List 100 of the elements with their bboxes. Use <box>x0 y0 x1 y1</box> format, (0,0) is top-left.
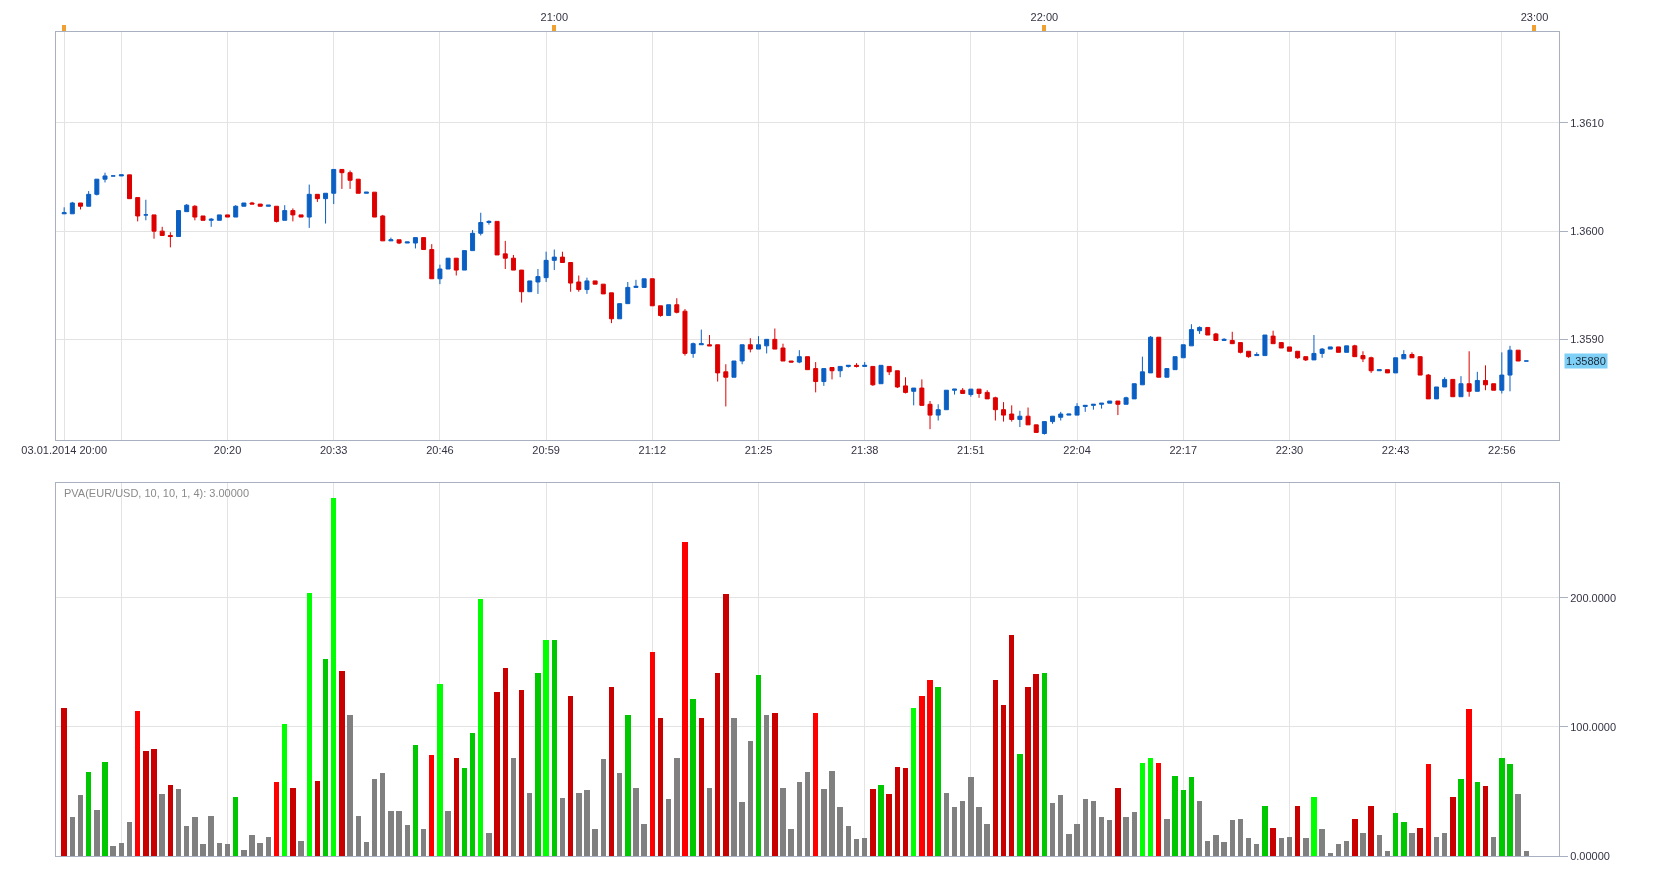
candlestick <box>265 204 271 207</box>
candlestick <box>1025 407 1031 426</box>
candlestick <box>1115 400 1121 416</box>
y-tick-label: 100.0000 <box>1570 720 1617 733</box>
bar <box>641 824 647 856</box>
bar <box>1360 833 1366 856</box>
candlestick <box>69 201 75 215</box>
bar <box>862 838 867 856</box>
bar <box>854 839 859 856</box>
candlestick <box>1139 356 1145 386</box>
candlestick <box>600 283 606 295</box>
bar <box>527 793 532 856</box>
candlestick <box>543 251 549 283</box>
bar <box>617 773 622 856</box>
candlestick <box>1164 368 1170 378</box>
candlestick <box>404 241 410 244</box>
bar <box>405 825 410 856</box>
candlestick <box>1033 424 1039 433</box>
candlestick <box>690 342 696 359</box>
bar <box>1246 838 1251 856</box>
bar <box>225 844 230 856</box>
bar <box>102 762 108 856</box>
candlestick <box>649 278 655 307</box>
candlestick <box>1352 344 1358 358</box>
candlestick <box>510 254 516 271</box>
candlestick <box>1474 371 1480 392</box>
candlestick <box>94 178 100 196</box>
candlestick <box>625 281 631 305</box>
candlestick <box>527 280 533 293</box>
bar <box>968 777 974 856</box>
y-tick-label: 0.00000 <box>1570 849 1610 862</box>
candlestick <box>854 362 860 368</box>
candlestick <box>290 207 296 222</box>
candlestick <box>952 388 958 396</box>
candlestick <box>976 388 982 399</box>
candlestick <box>298 214 304 218</box>
candlestick <box>216 214 222 221</box>
bar <box>421 829 426 856</box>
bar <box>127 822 132 856</box>
candlestick <box>331 168 337 205</box>
bar <box>1058 795 1063 856</box>
bar <box>707 788 712 856</box>
candlestick <box>796 349 802 364</box>
bar <box>592 829 598 856</box>
bar <box>829 771 835 856</box>
candlestick <box>1409 351 1415 359</box>
candlestick <box>233 204 239 218</box>
candlestick <box>1041 421 1047 436</box>
bar <box>470 733 475 856</box>
candlestick <box>1237 342 1243 354</box>
bar <box>1221 842 1227 856</box>
bar <box>339 671 345 856</box>
candlestick <box>1172 356 1178 371</box>
candlestick <box>551 249 557 271</box>
candlestick <box>1360 350 1366 363</box>
bar <box>1132 812 1137 856</box>
bar <box>560 798 565 856</box>
candlestick <box>559 251 565 264</box>
x-tick-label: 21:25 <box>744 444 773 457</box>
bar <box>715 673 720 856</box>
candlestick <box>61 206 67 215</box>
x-tick-label: 22:17 <box>1169 444 1198 457</box>
candlestick <box>274 205 280 223</box>
bar <box>1336 844 1341 856</box>
candlestick <box>208 217 214 228</box>
candlestick <box>960 387 966 394</box>
bar <box>233 797 238 856</box>
bar <box>290 788 296 856</box>
bar <box>1001 705 1006 856</box>
candlestick <box>412 237 418 249</box>
candlestick <box>1221 337 1227 341</box>
bar <box>494 692 500 856</box>
bar <box>1083 799 1088 856</box>
bar <box>208 816 214 856</box>
bar <box>266 837 271 856</box>
candlestick <box>1107 400 1113 404</box>
candlestick <box>445 257 451 270</box>
bar <box>1205 841 1210 856</box>
bar <box>282 724 287 856</box>
bar <box>347 715 353 856</box>
candlestick <box>731 360 737 378</box>
candlestick <box>494 220 500 256</box>
bar <box>143 751 149 856</box>
x-tick-label: 22:43 <box>1381 444 1410 457</box>
bar <box>535 673 541 856</box>
bar <box>960 801 965 856</box>
candlestick <box>339 168 345 190</box>
candlestick <box>363 191 369 194</box>
candlestick <box>176 210 182 238</box>
bar <box>584 790 590 856</box>
candlestick <box>903 376 909 394</box>
candlestick <box>723 363 729 407</box>
candlestick <box>1499 351 1505 394</box>
bar <box>658 718 663 856</box>
bar <box>911 708 916 856</box>
candlestick <box>878 364 884 385</box>
bar <box>1238 819 1243 856</box>
candlestick <box>470 229 476 252</box>
x-tick-label: 22:56 <box>1488 444 1516 457</box>
bar <box>601 759 606 856</box>
